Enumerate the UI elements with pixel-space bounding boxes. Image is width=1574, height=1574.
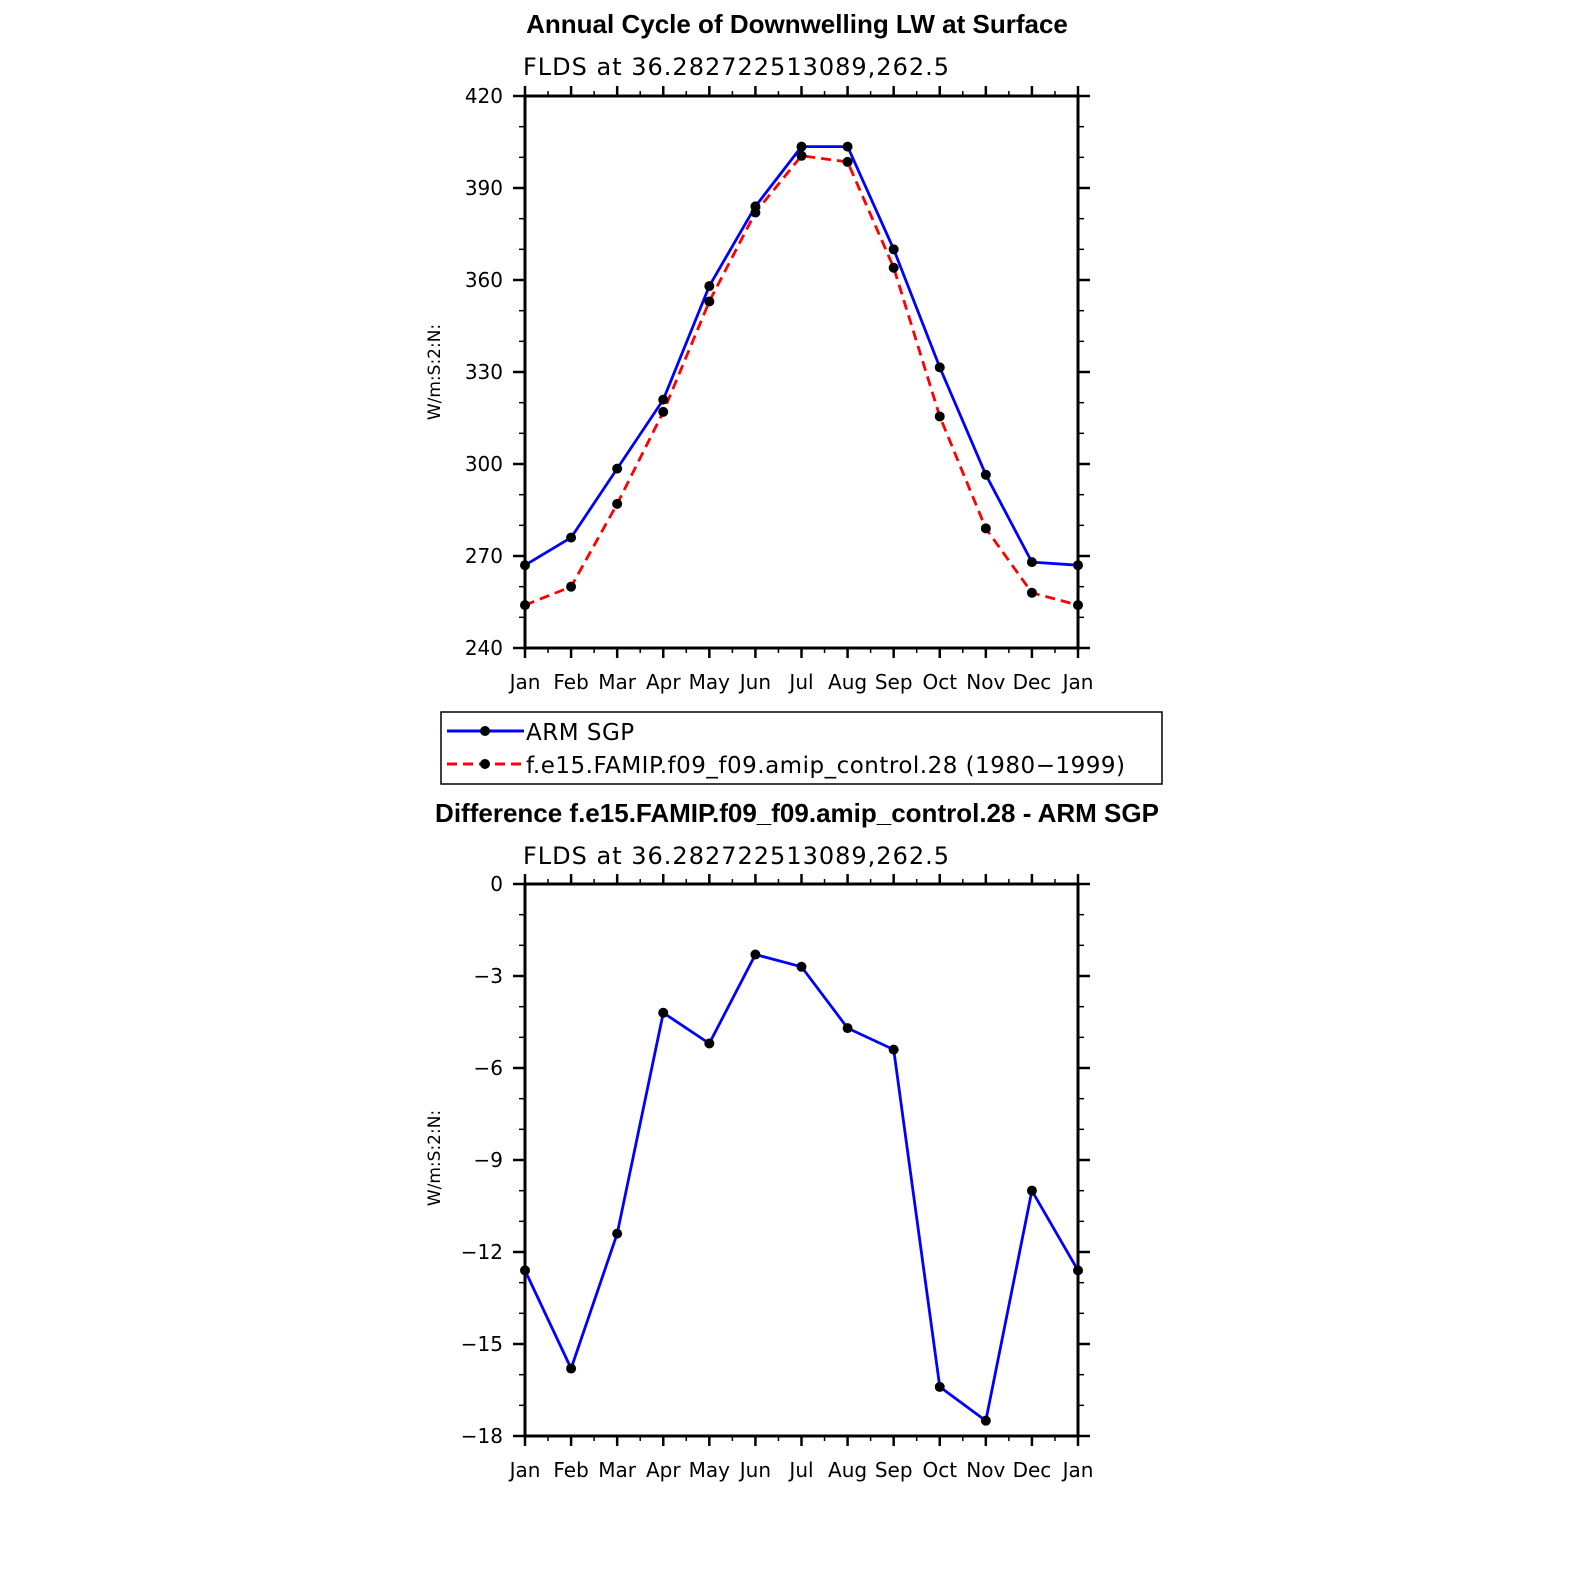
- chart1-frame: [523, 94, 1080, 650]
- chart1-y-tick-label: 270: [465, 544, 503, 568]
- chart2-subtitle: FLDS at 36.282722513089,262.5: [523, 842, 950, 870]
- chart1-y-tick-label: 390: [465, 176, 503, 200]
- chart1-series-1-line: [524, 154, 1079, 607]
- chart1-series-0-point: [888, 244, 899, 255]
- chart1-series-1-point: [1026, 587, 1037, 598]
- chart2-series-0-point: [980, 1415, 991, 1426]
- chart2-x-tick-label: Jan: [508, 1458, 541, 1482]
- chart1-x-tick-label: Jun: [738, 670, 771, 694]
- chart2-title: Difference f.e15.FAMIP.f09_f09.amip_cont…: [435, 798, 1159, 828]
- chart1-series-0-line: [524, 145, 1079, 567]
- chart2-series-0-point: [612, 1228, 623, 1239]
- chart2-x-tick-label: Aug: [828, 1458, 867, 1482]
- chart1-series-1-point: [612, 498, 623, 509]
- chart2-y-tick-label: −18: [461, 1424, 503, 1448]
- chart2-y-tick-label: −9: [474, 1148, 503, 1172]
- chart2-y-tick-label: 0: [490, 872, 503, 896]
- chart1-series-1-point: [566, 581, 577, 592]
- chart1-x-tick-label: Mar: [598, 670, 637, 694]
- chart1-series-1-point: [796, 150, 807, 161]
- chart1-series-0-point: [796, 141, 807, 152]
- chart2-series-0-point: [750, 949, 761, 960]
- chart1-series-0-point: [980, 469, 991, 480]
- chart2-x-tick-label: Mar: [598, 1458, 637, 1482]
- chart2-series-0-line: [523, 953, 1080, 1423]
- chart2-x-tick-label: Feb: [553, 1458, 588, 1482]
- chart2-series-0-point: [520, 1265, 530, 1276]
- chart1-series-1-point: [750, 207, 761, 218]
- chart1-series-1-point: [842, 156, 853, 167]
- chart1-legend: ARM SGP f.e15.FAMIP.f09_f09.amip_control…: [440, 711, 1163, 785]
- chart1-x-tick-label: May: [689, 670, 731, 694]
- chart1-series-1-point: [980, 523, 991, 534]
- legend-marker-arm-sgp: [480, 726, 490, 736]
- chart2-x-tick-label: May: [689, 1458, 731, 1482]
- chart1-series-0-point: [612, 463, 623, 474]
- chart1-x-tick-label: Jan: [1061, 670, 1094, 694]
- chart1-x-tick-label: Jul: [787, 670, 813, 694]
- chart1-x-tick-label: Dec: [1013, 670, 1052, 694]
- chart2-series-0-point: [1073, 1265, 1083, 1276]
- chart1-x-tick-label: Sep: [875, 670, 913, 694]
- chart1-series-1-point: [1073, 600, 1083, 611]
- chart1-x-tick-label: Aug: [828, 670, 867, 694]
- chart1-x-tick-label: Oct: [922, 670, 957, 694]
- chart2-y-axis-label: W/m:S:2:N:: [425, 1110, 445, 1206]
- chart1-series-1-point: [934, 411, 945, 422]
- chart2-series-0-point: [888, 1044, 899, 1055]
- chart1-series-1-point: [520, 600, 530, 611]
- chart2-x-tick-label: Apr: [646, 1458, 681, 1482]
- chart1-y-tick-label: 240: [465, 636, 503, 660]
- chart1-series-0-point: [842, 141, 853, 152]
- chart2-x-tick-label: Jan: [1061, 1458, 1094, 1482]
- legend-label-arm-sgp: ARM SGP: [526, 720, 635, 746]
- chart1-title: Annual Cycle of Downwelling LW at Surfac…: [526, 9, 1068, 39]
- chart1-series-0-point: [934, 362, 945, 373]
- legend-marker-model: [480, 759, 490, 769]
- chart1-y-tick-label: 360: [465, 268, 503, 292]
- chart1-series-1-point: [704, 296, 715, 307]
- chart2-x-tick-label: Jun: [738, 1458, 771, 1482]
- chart1-y-tick-label: 420: [465, 84, 503, 108]
- chart1-series-0-point: [658, 394, 669, 405]
- chart2-series-0-point: [934, 1381, 945, 1392]
- chart2-y-tick-label: −12: [461, 1240, 503, 1264]
- chart1-series-1-point: [888, 262, 899, 273]
- chart2-series-0-point: [658, 1007, 669, 1018]
- chart2-x-tick-label: Nov: [966, 1458, 1005, 1482]
- chart2-x-tick-label: Oct: [922, 1458, 957, 1482]
- chart1-y-tick-label: 330: [465, 360, 503, 384]
- chart1-plot-area: Jan Feb Mar Apr May Jun Jul Aug Sep Oct Nov Dec Jan2…: [465, 84, 1094, 694]
- chart1-y-tick-label: 300: [465, 452, 503, 476]
- chart2-series-0-point: [796, 961, 807, 972]
- chart2-series-0-point: [566, 1363, 577, 1374]
- chart2-series-0-point: [1026, 1185, 1037, 1196]
- chart1-series-0-point: [1073, 560, 1083, 571]
- chart2-y-tick-label: −15: [461, 1332, 503, 1356]
- legend-label-model: f.e15.FAMIP.f09_f09.amip_control.28 (198…: [526, 753, 1125, 779]
- chart1-y-axis-label: W/m:S:2:N:: [425, 324, 445, 420]
- chart1-series-0-point: [566, 532, 577, 543]
- chart1-series-0-point: [1026, 557, 1037, 568]
- chart1-x-tick-label: Apr: [646, 670, 681, 694]
- chart2-x-tick-label: Sep: [875, 1458, 913, 1482]
- chart1-x-tick-label: Feb: [553, 670, 588, 694]
- chart2-x-tick-label: Jul: [787, 1458, 813, 1482]
- chart1-x-tick-label: Nov: [966, 670, 1005, 694]
- chart2-y-tick-label: −3: [474, 964, 503, 988]
- chart2-y-tick-label: −6: [474, 1056, 503, 1080]
- chart1-subtitle: FLDS at 36.282722513089,262.5: [523, 53, 950, 81]
- chart2-x-tick-label: Dec: [1013, 1458, 1052, 1482]
- chart2-plot-area: Jan Feb Mar Apr May Jun Jul Aug Sep Oct Nov Dec Jan−…: [461, 872, 1094, 1482]
- chart2-series-0-point: [704, 1038, 715, 1049]
- chart2-series-0-point: [842, 1023, 853, 1034]
- chart1-series-0-point: [520, 560, 530, 571]
- chart1-x-tick-label: Jan: [508, 670, 541, 694]
- chart1-series-0-point: [704, 281, 715, 292]
- chart1-series-1-point: [658, 406, 669, 417]
